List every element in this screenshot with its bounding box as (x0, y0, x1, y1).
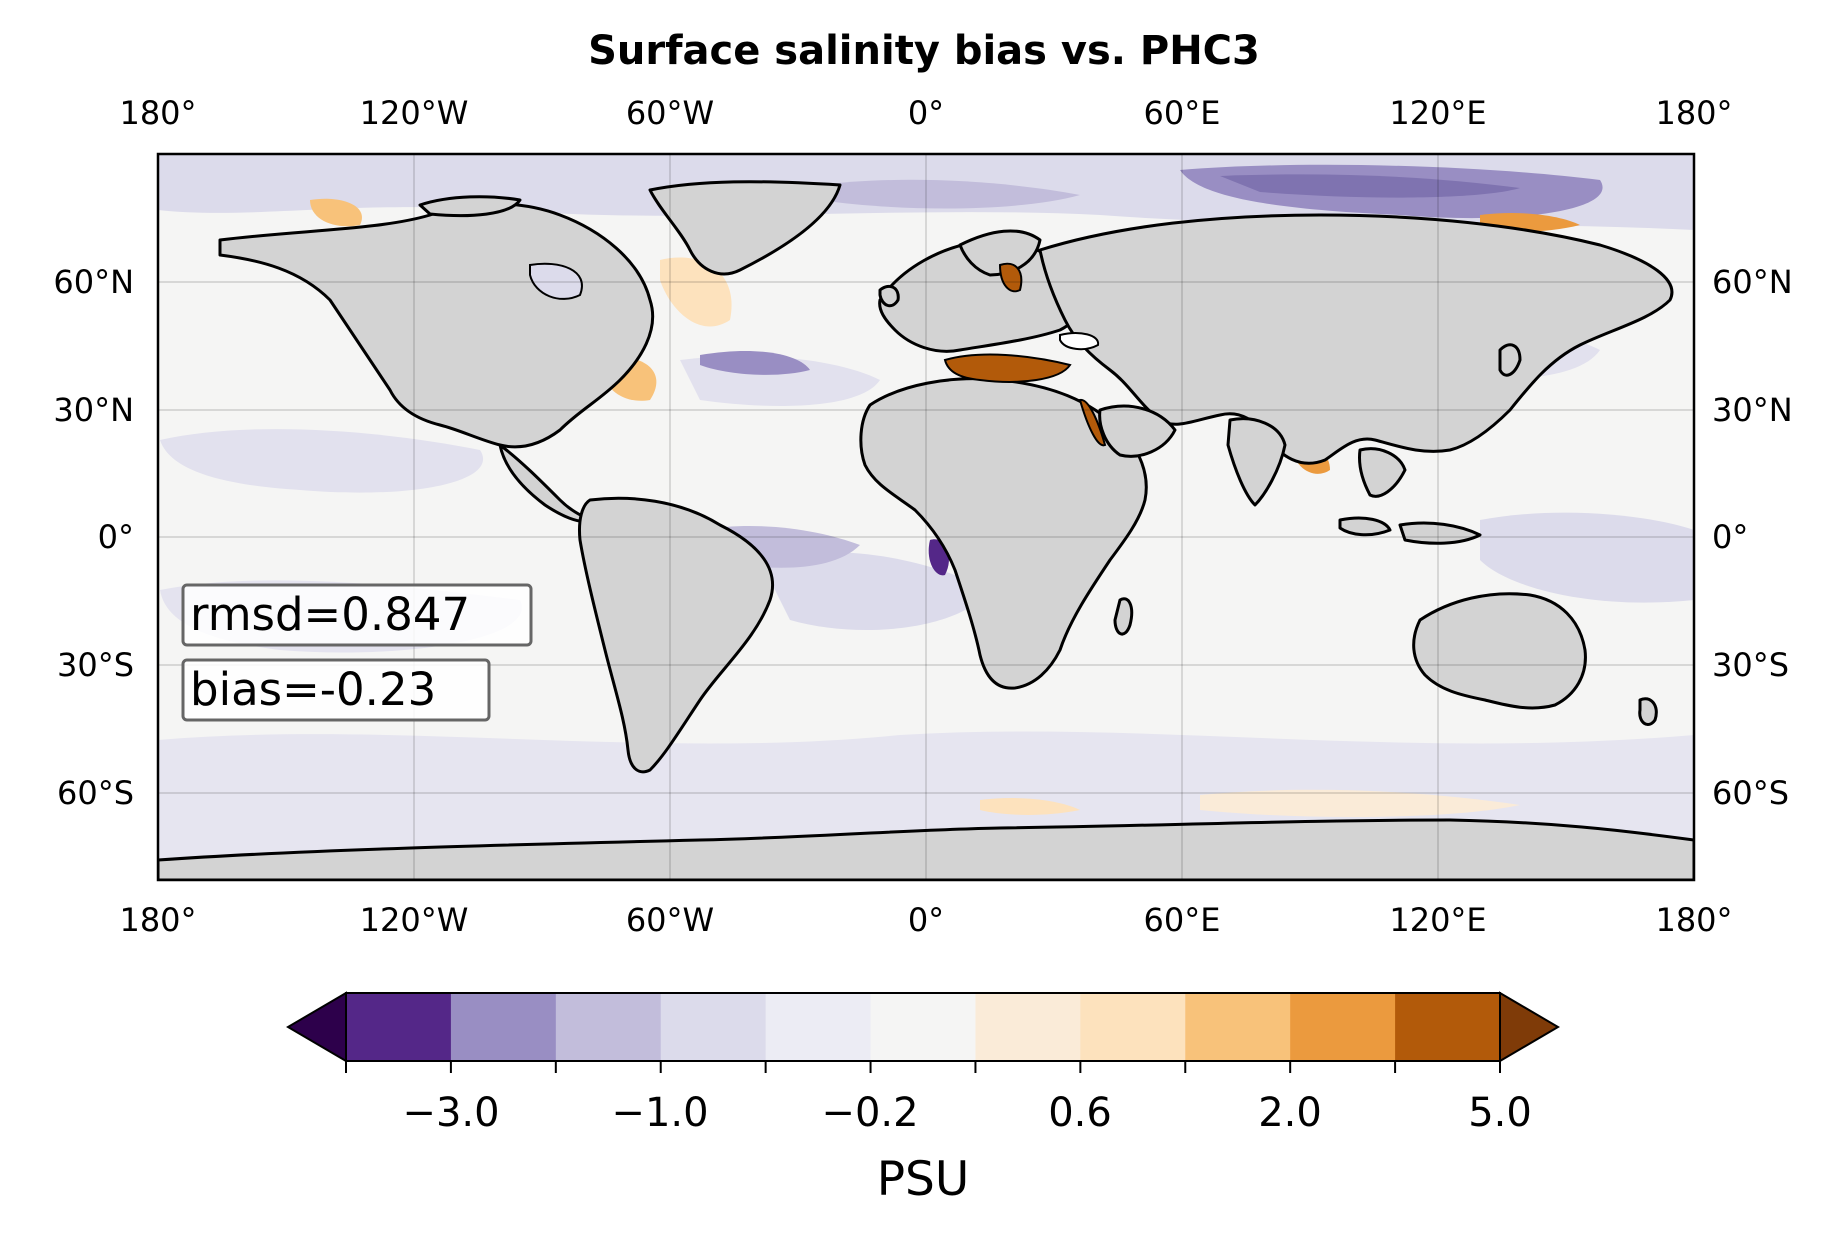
colorbar-segment (1290, 993, 1396, 1061)
lon-labels-bottom: 180° 120°W 60°W 0° 60°E 120°E 180° (119, 901, 1732, 939)
lon-label: 120°W (360, 901, 469, 939)
colorbar-tick-label: 5.0 (1468, 1090, 1532, 1136)
colorbar-segment (450, 993, 557, 1061)
lat-labels-right: 60°N 30°N 0° 30°S 60°S (1712, 263, 1793, 812)
rmsd-text: rmsd=0.847 (190, 588, 470, 641)
colorbar-frame (345, 992, 1501, 1062)
australia (1412, 592, 1587, 710)
lon-label: 180° (119, 901, 196, 939)
lat-label: 60°S (57, 774, 134, 812)
lat-labels-left: 60°N 30°N 0° 30°S 60°S (53, 263, 134, 812)
asia (1038, 213, 1674, 465)
colorbar-tick-labels: −3.0 −1.0 −0.2 0.6 2.0 5.0 (402, 1090, 1531, 1136)
colorbar-segment (1395, 993, 1501, 1061)
lon-label: 60°E (1144, 94, 1221, 132)
red-sea-bias (1078, 399, 1107, 447)
rmsd-box (181, 583, 533, 647)
lon-label: 120°E (1389, 901, 1486, 939)
colorbar-over-arrow (1499, 991, 1560, 1063)
lon-label: 60°W (626, 94, 714, 132)
lon-label: 180° (1655, 94, 1732, 132)
lon-label: 180° (1655, 901, 1732, 939)
map-panel (158, 154, 1694, 880)
lon-label: 180° (119, 94, 196, 132)
bias-text: bias=-0.23 (190, 663, 436, 716)
colorbar-tick-label: 0.6 (1048, 1090, 1112, 1136)
colorbar-segment (975, 993, 1081, 1061)
black-sea (1059, 332, 1100, 351)
lon-label: 120°E (1389, 94, 1486, 132)
lon-label: 0° (908, 94, 944, 132)
lat-label: 0° (1712, 518, 1748, 556)
lat-label: 60°N (1712, 263, 1793, 301)
lon-label: 60°W (626, 901, 714, 939)
colorbar-tick-label: −3.0 (402, 1090, 499, 1136)
lat-label: 60°N (53, 263, 134, 301)
colorbar-segments (346, 993, 1501, 1061)
lon-label: 60°E (1144, 901, 1221, 939)
colorbar-tick-label: −1.0 (611, 1090, 708, 1136)
stats: rmsd=0.847 bias=-0.23 (181, 583, 533, 722)
colorbar-segment (555, 993, 662, 1061)
lon-labels-top: 180° 120°W 60°W 0° 60°E 120°E 180° (119, 94, 1732, 132)
south-america (578, 496, 775, 774)
greenland (648, 180, 842, 276)
lat-label: 60°S (1712, 774, 1789, 812)
lat-label: 30°S (1712, 646, 1789, 684)
lat-label: 30°N (53, 391, 134, 429)
map-frame (156, 152, 1696, 882)
colorbar-segment (660, 993, 767, 1061)
mediterranean-bias (943, 353, 1072, 383)
map-title: Surface salinity bias vs. PHC3 (588, 28, 1260, 74)
colorbar-label: PSU (877, 1152, 970, 1207)
colorbar-segment (346, 993, 452, 1061)
baltic-bias (998, 262, 1023, 293)
colorbar-tick-label: 2.0 (1258, 1090, 1322, 1136)
colorbar-segment (1185, 993, 1291, 1061)
hudson-bay (529, 262, 583, 300)
colorbar-under-arrow (286, 991, 347, 1063)
lat-label: 30°N (1712, 391, 1793, 429)
antarctica (158, 818, 1694, 880)
land (158, 180, 1694, 880)
lon-label: 120°W (360, 94, 469, 132)
lat-label: 0° (98, 518, 134, 556)
colorbar: −3.0 −1.0 −0.2 0.6 2.0 5.0 PSU (286, 991, 1560, 1207)
colorbar-tick-label: −0.2 (821, 1090, 918, 1136)
bias-box (181, 658, 491, 722)
lon-label: 0° (908, 901, 944, 939)
colorbar-segment (765, 993, 872, 1061)
colorbar-ticks (345, 1061, 1501, 1073)
colorbar-segment (1080, 993, 1186, 1061)
lat-label: 30°S (57, 646, 134, 684)
africa (859, 377, 1148, 690)
colorbar-segment (870, 993, 976, 1061)
